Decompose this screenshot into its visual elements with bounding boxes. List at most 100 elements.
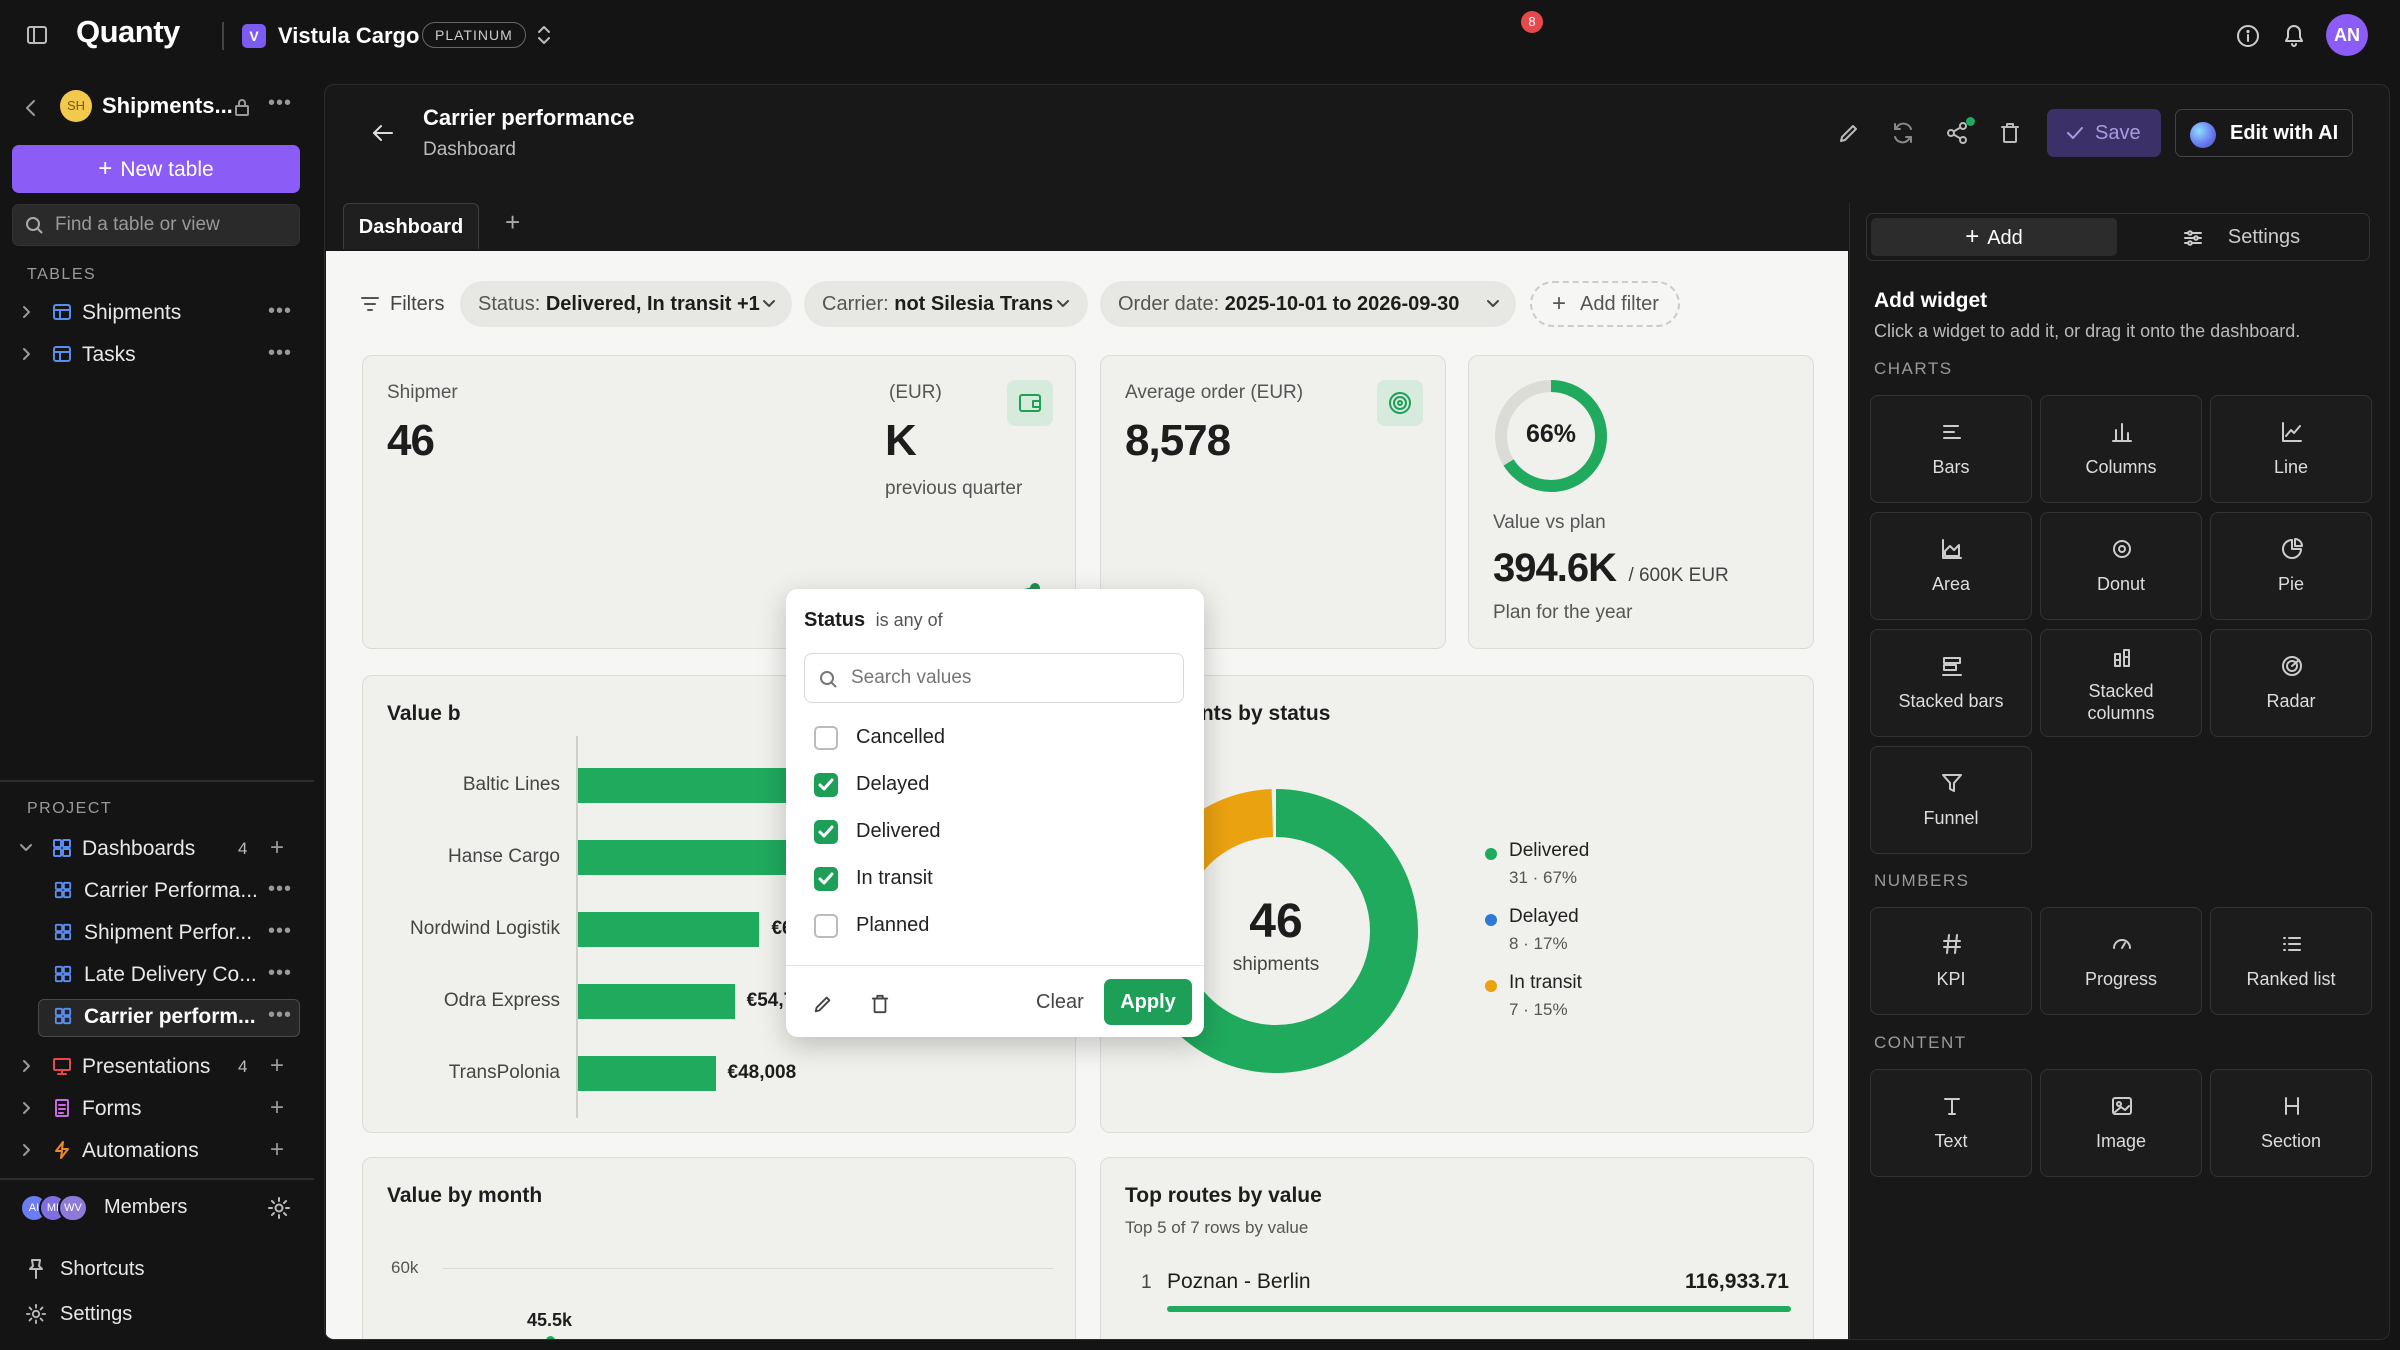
dropdown-search[interactable] bbox=[804, 653, 1184, 703]
filter-operator[interactable]: is any of bbox=[875, 610, 943, 630]
route-name[interactable]: Poznan - Berlin bbox=[1167, 1270, 1311, 1293]
widget-stacked-bars[interactable]: Stacked bars bbox=[1870, 629, 2032, 737]
user-avatar[interactable]: AN bbox=[2326, 14, 2368, 56]
dashboard-menu-icon[interactable]: ••• bbox=[268, 962, 293, 984]
option-cancelled[interactable]: Cancelled bbox=[814, 723, 1174, 753]
checkbox[interactable] bbox=[814, 726, 838, 750]
bar[interactable] bbox=[578, 912, 760, 947]
dashboard-menu-icon[interactable]: ••• bbox=[268, 1004, 293, 1026]
sidebar-item-automations[interactable]: Automations bbox=[82, 1139, 199, 1162]
dashboard-menu-icon[interactable]: ••• bbox=[268, 920, 293, 942]
bar[interactable] bbox=[578, 984, 735, 1019]
shortcuts-link[interactable]: Shortcuts bbox=[60, 1258, 145, 1280]
widget-line[interactable]: Line bbox=[2210, 395, 2372, 503]
pencil-icon[interactable] bbox=[812, 993, 834, 1015]
sidebar-item-forms[interactable]: Forms bbox=[82, 1097, 142, 1120]
option-delivered[interactable]: Delivered bbox=[814, 817, 1174, 847]
sidebar-item-dashboards[interactable]: Dashboards bbox=[82, 837, 196, 860]
share-icon[interactable] bbox=[1945, 121, 1969, 145]
widget-image[interactable]: Image bbox=[2040, 1069, 2202, 1177]
refresh-icon[interactable] bbox=[1891, 121, 1915, 145]
widget-area[interactable]: Area bbox=[1870, 512, 2032, 620]
value-by-carrier-card[interactable]: Value b Baltic Lines€122,890Hanse Cargo€… bbox=[362, 675, 1076, 1133]
new-table-button[interactable]: + New table bbox=[12, 145, 300, 193]
workspace-switch-icon[interactable] bbox=[536, 24, 552, 46]
filter-chip-order-date[interactable]: Order date: 2025-10-01 to 2026-09-30 bbox=[1100, 281, 1516, 327]
clear-button[interactable]: Clear bbox=[1036, 991, 1084, 1013]
filter-chip-carrier[interactable]: Carrier: not Silesia Trans bbox=[804, 281, 1088, 327]
app-logo[interactable]: Quanty bbox=[76, 14, 180, 49]
table-menu-icon[interactable]: ••• bbox=[268, 342, 293, 364]
back-icon[interactable] bbox=[24, 98, 38, 118]
widget-funnel[interactable]: Funnel bbox=[1870, 746, 2032, 854]
kpi-card-value-vs-plan[interactable]: 66% Value vs plan 394.6K / 600K EUR Plan… bbox=[1468, 355, 1814, 649]
find-table-search[interactable] bbox=[12, 204, 300, 246]
widget-pie[interactable]: Pie bbox=[2210, 512, 2372, 620]
bar[interactable] bbox=[578, 1056, 716, 1091]
help-icon[interactable] bbox=[2236, 24, 2260, 48]
sidebar-dashboard-item[interactable]: Shipment Perfor... bbox=[84, 921, 253, 944]
sidebar-dashboard-item-active[interactable] bbox=[38, 999, 300, 1037]
add-automation-icon[interactable]: + bbox=[270, 1136, 285, 1163]
checkbox-checked[interactable] bbox=[814, 773, 838, 797]
pencil-icon[interactable] bbox=[1837, 121, 1861, 145]
donut-slice-delivered[interactable] bbox=[1134, 789, 1418, 1073]
top-routes-card[interactable]: Top routes by value Top 5 of 7 rows by v… bbox=[1100, 1157, 1814, 1339]
apply-button[interactable]: Apply bbox=[1104, 979, 1192, 1025]
tab-settings[interactable]: Settings bbox=[2123, 218, 2365, 256]
widget-section[interactable]: Section bbox=[2210, 1069, 2372, 1177]
tab-dashboard[interactable]: Dashboard bbox=[343, 203, 479, 249]
add-tab-button[interactable]: + bbox=[505, 207, 521, 237]
widget-radar[interactable]: Radar bbox=[2210, 629, 2372, 737]
option-delayed[interactable]: Delayed bbox=[814, 770, 1174, 800]
sidebar-item-presentations[interactable]: Presentations bbox=[82, 1055, 211, 1078]
save-button[interactable]: Save bbox=[2047, 109, 2161, 157]
table-menu-icon[interactable]: ••• bbox=[268, 300, 293, 322]
add-filter-button[interactable]: + Add filter bbox=[1530, 281, 1680, 327]
workspace-name[interactable]: Vistula Cargo bbox=[278, 23, 420, 48]
base-menu-icon[interactable]: ••• bbox=[268, 92, 293, 114]
widget-text[interactable]: Text bbox=[1870, 1069, 2032, 1177]
trash-icon[interactable] bbox=[870, 993, 890, 1015]
chevron-right-icon[interactable] bbox=[20, 304, 32, 320]
widget-kpi[interactable]: KPI bbox=[1870, 907, 2032, 1015]
checkbox-checked[interactable] bbox=[814, 867, 838, 891]
widget-ranked-list[interactable]: Ranked list bbox=[2210, 907, 2372, 1015]
option-planned[interactable]: Planned bbox=[814, 911, 1174, 941]
option-in-transit[interactable]: In transit bbox=[814, 864, 1174, 894]
filter-chip-status[interactable]: Status: Delivered, In transit +1 bbox=[460, 281, 792, 327]
gear-icon[interactable] bbox=[267, 1196, 291, 1220]
tab-add[interactable]: + Add bbox=[1871, 218, 2117, 256]
sidebar-item-tasks[interactable]: Tasks bbox=[82, 343, 136, 366]
sidebar-dashboard-item[interactable]: Late Delivery Co... bbox=[84, 963, 257, 986]
widget-bars[interactable]: Bars bbox=[1870, 395, 2032, 503]
chevron-right-icon[interactable] bbox=[20, 346, 32, 362]
sidebar-item-shipments[interactable]: Shipments bbox=[82, 301, 182, 324]
find-table-input[interactable] bbox=[55, 205, 295, 245]
bell-icon[interactable] bbox=[2282, 22, 2306, 48]
chevron-down-icon[interactable] bbox=[18, 842, 34, 854]
sidebar-dashboard-item-label[interactable]: Carrier perform... bbox=[84, 1005, 256, 1028]
sidebar-toggle-icon[interactable] bbox=[26, 24, 48, 46]
back-arrow-icon[interactable] bbox=[371, 123, 395, 143]
dropdown-search-input[interactable] bbox=[851, 654, 1171, 702]
sidebar-dashboard-item[interactable]: Carrier Performa... bbox=[84, 879, 258, 902]
members-link[interactable]: Members bbox=[104, 1196, 188, 1218]
trash-icon[interactable] bbox=[1999, 121, 2021, 145]
add-presentation-icon[interactable]: + bbox=[270, 1052, 285, 1079]
chevron-right-icon[interactable] bbox=[20, 1142, 32, 1158]
chevron-right-icon[interactable] bbox=[20, 1058, 32, 1074]
value-by-month-card[interactable]: Value by month 60k 45.5k bbox=[362, 1157, 1076, 1339]
filters-label[interactable]: Filters bbox=[390, 293, 445, 315]
edit-with-ai-button[interactable]: Edit with AI bbox=[2175, 109, 2353, 157]
settings-link[interactable]: Settings bbox=[60, 1303, 133, 1325]
widget-progress[interactable]: Progress bbox=[2040, 907, 2202, 1015]
base-name[interactable]: Shipments... bbox=[102, 93, 233, 118]
checkbox[interactable] bbox=[814, 914, 838, 938]
shipments-by-status-card[interactable]: Shipments by status 46 shipments Deliver… bbox=[1100, 675, 1814, 1133]
checkbox-checked[interactable] bbox=[814, 820, 838, 844]
chevron-right-icon[interactable] bbox=[20, 1100, 32, 1116]
widget-stacked-columns[interactable]: Stacked columns bbox=[2040, 629, 2202, 737]
add-dashboard-icon[interactable]: + bbox=[270, 834, 285, 861]
widget-columns[interactable]: Columns bbox=[2040, 395, 2202, 503]
